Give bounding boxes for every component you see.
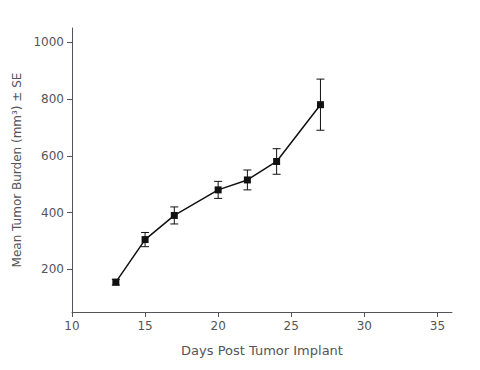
svg-text:Days Post Tumor Implant: Days Post Tumor Implant [181,343,343,358]
svg-text:30: 30 [357,319,372,333]
svg-text:600: 600 [41,149,64,163]
svg-text:800: 800 [41,92,64,106]
svg-text:1000: 1000 [33,35,64,49]
svg-text:200: 200 [41,262,64,276]
svg-text:400: 400 [41,206,64,220]
svg-text:20: 20 [211,319,226,333]
svg-text:25: 25 [284,319,299,333]
svg-text:10: 10 [64,319,79,333]
svg-text:Mean Tumor Burden (mm³) ± SE: Mean Tumor Burden (mm³) ± SE [10,73,24,268]
svg-text:35: 35 [430,319,445,333]
svg-text:15: 15 [137,319,152,333]
